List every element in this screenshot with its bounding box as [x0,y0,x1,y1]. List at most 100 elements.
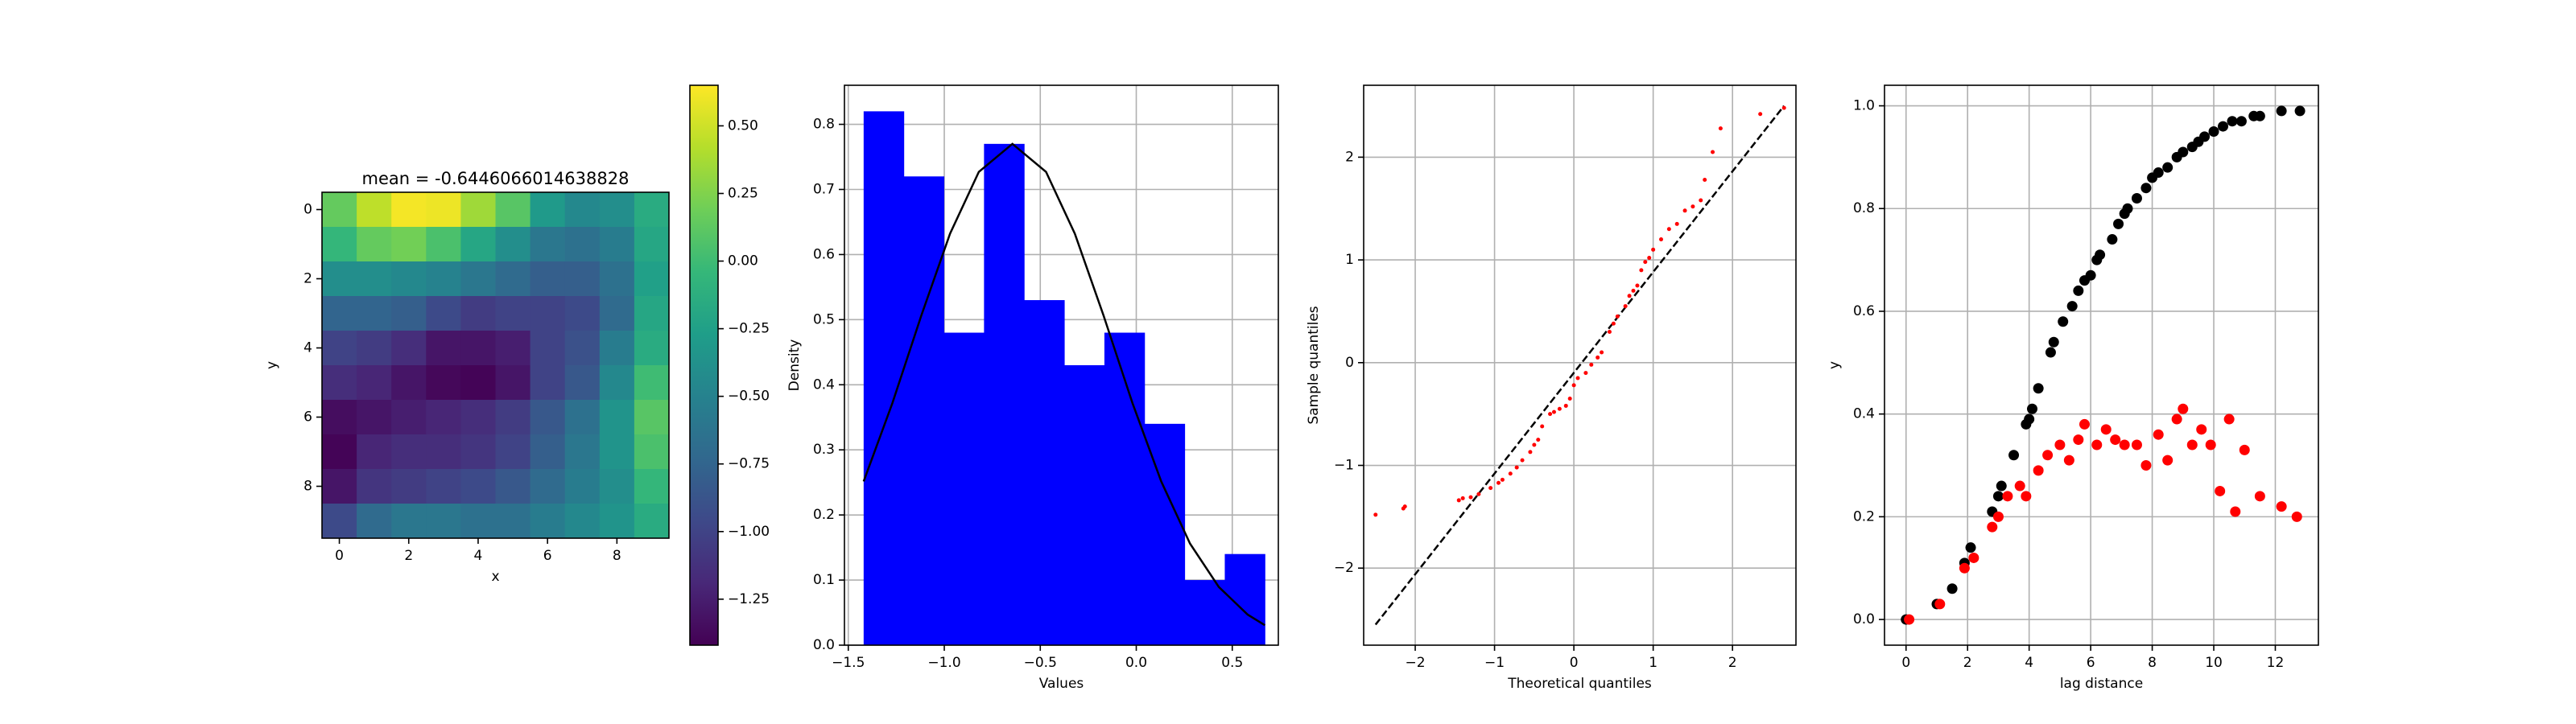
colorbar-tick-label: −0.25 [728,321,770,337]
scatter-point [2140,460,2152,471]
x-tick-label: 0 [1901,655,1910,671]
scatter-point [2217,121,2228,132]
scatter-point [2033,465,2044,476]
heatmap-cell [357,192,392,228]
scatter-point [1514,465,1519,470]
heatmap-cell [530,296,566,331]
y-axis-label: y [264,361,280,369]
panel: −1.5 −1.0 −0.5 0.0 0.5 0.0 0.1 0.2 0.3 0.4 0.5 0.6 0… [786,84,1279,692]
x-tick-label: 12 [2267,655,2285,671]
colorbar-tick-label: 0.00 [728,253,758,269]
histogram-bar [1104,332,1146,645]
axes-frame [1363,84,1797,646]
heatmap-cell [322,400,357,435]
scatter-point [2014,480,2025,492]
y-tick-label: 0.0 [1853,611,1875,627]
heatmap-cell [357,227,392,262]
colorbar-tick-label: 0.25 [728,185,758,201]
heatmap-cell [460,261,496,297]
heatmap-cell [357,469,392,504]
heatmap-cell [564,434,601,470]
heatmap-cell [599,296,635,331]
scatter-point [1647,256,1652,261]
heatmap-cell [357,331,392,366]
heatmap-cell [495,365,531,401]
plot-area [862,111,1265,645]
scatter-point [1758,112,1763,117]
heatmap-cell [564,504,601,538]
scatter-point [1456,498,1461,503]
heatmap-cell [599,227,635,262]
scatter-point [2199,131,2211,142]
heatmap-cell [599,365,635,401]
y-tick-label: 0.2 [813,507,835,523]
heatmap-cell [564,192,601,228]
scatter-point [2208,125,2219,137]
heatmap-cell [322,469,357,504]
scatter-point [1781,105,1786,110]
y-tick-label: −2 [1334,560,1354,576]
plot-area [1901,105,2306,625]
scatter-point [1718,126,1723,131]
heatmap-cell [599,261,635,297]
heatmap-cell [357,434,392,470]
x-tick-label: −1 [1484,655,1505,671]
scatter-point [2153,429,2164,440]
x-tick-label: 2 [1963,655,1972,671]
scatter-point [2205,439,2216,450]
colorbar [689,84,719,646]
y-tick-label: 0.7 [813,181,835,197]
y-tick-label: 2 [1345,149,1354,165]
heatmap-cell [495,400,531,435]
heatmap-cell [460,434,496,470]
axes-frame [321,191,670,539]
heatmap-cell [599,434,635,470]
panel: 0 2 4 6 8 10 12 0.0 0.2 0.4 0.6 0.8 1.0 lag distance y [1827,84,2319,692]
scatter-point [1934,599,1946,610]
heatmap-cell [322,434,357,470]
scatter-point [1563,403,1568,408]
heatmap-cell [322,227,357,262]
x-axis-label: x [491,569,499,585]
scatter-point [2162,455,2174,466]
y-tick-label: 0.6 [813,246,835,262]
scatter-point [2223,413,2235,425]
scatter-point [2254,491,2265,502]
scatter-point [1631,288,1636,293]
heatmap-cell [530,261,566,297]
x-axis-label: lag distance [2060,676,2143,692]
scatter-point [2153,167,2164,179]
scatter-point [1496,480,1501,485]
scatter-point [1402,504,1407,509]
scatter-point [1575,376,1580,381]
scatter-point [1528,450,1533,455]
scatter-point [2276,105,2287,117]
y-tick-label: 0.2 [1853,508,1875,524]
scatter-point [1571,383,1576,388]
y-tick-label: 0.6 [1853,303,1875,319]
x-tick-label: 0 [335,548,344,564]
scatter-point [2254,110,2265,121]
heatmap-cell [495,504,531,538]
scatter-point [1540,424,1545,429]
x-tick-label: −1.5 [832,655,865,671]
heatmap-cell [634,400,669,435]
y-tick-label: −1 [1334,458,1354,474]
scatter-point [1500,477,1505,482]
heatmap-cell [564,261,601,297]
heatmap-cell [530,331,566,366]
heatmap-cell [460,469,496,504]
x-tick-label: 0 [1570,655,1579,671]
y-tick-label: 6 [303,409,312,426]
scatter-point [1536,438,1541,442]
scatter-point [1711,150,1715,154]
scatter-point [1904,614,1915,625]
heatmap-cell [495,469,531,504]
heatmap-cell [634,434,669,470]
colorbar-tick-label: −1.00 [728,524,770,540]
scatter-point [2294,105,2306,117]
colorbar-tick-label: −0.75 [728,456,770,472]
density-curve [862,142,1265,627]
scatter-point [1682,208,1687,213]
plot-area [1373,105,1786,626]
